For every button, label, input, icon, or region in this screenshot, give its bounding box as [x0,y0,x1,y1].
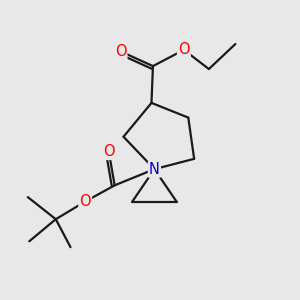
Text: O: O [103,144,115,159]
Text: O: O [115,44,126,59]
Text: O: O [178,42,190,57]
Text: O: O [80,194,91,209]
Text: N: N [149,162,160,177]
